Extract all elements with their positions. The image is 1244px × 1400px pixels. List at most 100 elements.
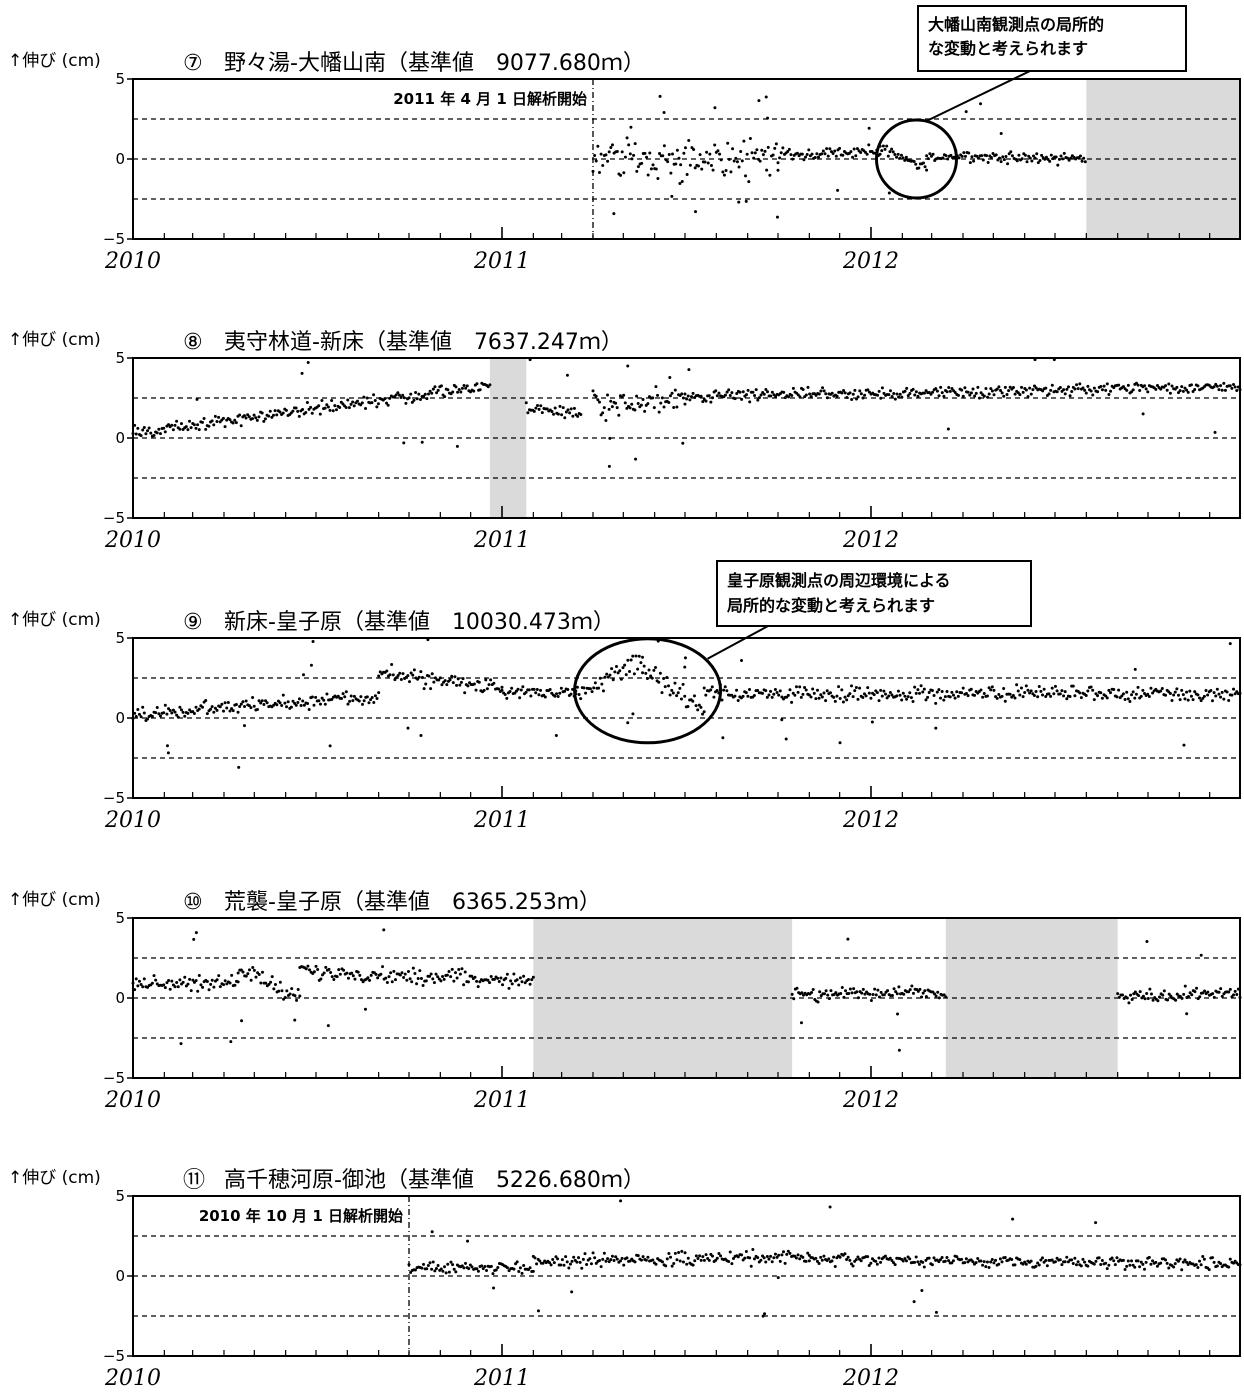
- data-point: [318, 702, 322, 706]
- data-point: [1107, 688, 1111, 692]
- data-point: [683, 1251, 687, 1255]
- data-point: [1083, 388, 1087, 392]
- data-point: [1206, 990, 1210, 994]
- data-point: [922, 1265, 926, 1269]
- data-point: [827, 1257, 831, 1261]
- data-point: [820, 1258, 824, 1262]
- data-point: [680, 1249, 684, 1253]
- data-point: [924, 1258, 928, 1262]
- data-point: [605, 672, 609, 676]
- data-point: [255, 707, 259, 711]
- data-point: [362, 699, 366, 703]
- data-point: [807, 1253, 811, 1257]
- data-point: [632, 672, 636, 676]
- data-point: [903, 389, 907, 393]
- data-point: [553, 694, 557, 698]
- data-point: [859, 1259, 863, 1263]
- data-point: [790, 393, 794, 397]
- data-point: [664, 1264, 668, 1268]
- data-point: [1037, 684, 1041, 688]
- data-point: [168, 709, 172, 713]
- outlier-point: [382, 928, 386, 932]
- data-point: [364, 406, 368, 410]
- data-point: [1121, 692, 1125, 696]
- data-point: [406, 969, 410, 973]
- data-point: [735, 160, 739, 164]
- data-point: [1092, 698, 1096, 702]
- outlier-point: [838, 741, 842, 745]
- data-point: [392, 969, 396, 973]
- data-point: [987, 686, 991, 690]
- data-point: [935, 690, 939, 694]
- data-point: [989, 387, 993, 391]
- data-point: [341, 692, 345, 696]
- data-point: [702, 710, 706, 714]
- data-point: [1109, 389, 1113, 393]
- data-point: [663, 685, 667, 689]
- outlier-point: [780, 718, 784, 722]
- data-point: [746, 694, 750, 698]
- data-point: [1086, 689, 1090, 693]
- data-point: [1217, 388, 1221, 392]
- outlier-point: [764, 95, 768, 99]
- data-point: [721, 170, 725, 174]
- data-point: [136, 708, 140, 712]
- data-point: [800, 152, 804, 156]
- outlier-point: [999, 132, 1003, 136]
- data-point: [1071, 1261, 1075, 1265]
- data-point: [804, 688, 808, 692]
- data-point: [589, 1262, 593, 1266]
- data-point: [1174, 998, 1178, 1002]
- data-point: [320, 696, 324, 700]
- data-point: [460, 967, 464, 971]
- data-point: [793, 693, 797, 697]
- data-point: [910, 984, 914, 988]
- data-point: [1065, 387, 1069, 391]
- data-point: [1008, 692, 1012, 696]
- outlier-point: [240, 1019, 244, 1023]
- data-point: [814, 1256, 818, 1260]
- data-point: [446, 1262, 450, 1266]
- outlier-point: [799, 1021, 803, 1025]
- data-point: [1089, 685, 1093, 689]
- data-point: [252, 704, 256, 708]
- data-point: [737, 165, 741, 169]
- data-point: [1188, 991, 1192, 995]
- data-point: [647, 668, 651, 672]
- data-point: [691, 1263, 695, 1267]
- data-point: [1164, 693, 1168, 697]
- data-point: [1042, 687, 1046, 691]
- data-point: [451, 390, 455, 394]
- data-point: [615, 150, 619, 154]
- data-point: [430, 672, 434, 676]
- data-point: [1185, 690, 1189, 694]
- data-point: [275, 413, 279, 417]
- data-point: [448, 678, 452, 682]
- data-point: [395, 676, 399, 680]
- data-point: [601, 411, 605, 415]
- data-point: [693, 166, 697, 170]
- data-point: [385, 401, 389, 405]
- data-point: [1168, 691, 1172, 695]
- data-point: [714, 1258, 718, 1262]
- data-point: [722, 688, 726, 692]
- data-point: [239, 702, 243, 706]
- data-point: [252, 968, 256, 972]
- data-point: [950, 1261, 954, 1265]
- data-point: [670, 1264, 674, 1268]
- data-point: [1007, 389, 1011, 393]
- data-point: [963, 386, 967, 390]
- data-point: [703, 160, 707, 164]
- data-point: [912, 160, 916, 164]
- data-point: [675, 405, 679, 409]
- data-point: [869, 998, 873, 1002]
- data-point: [672, 406, 676, 410]
- data-point: [278, 410, 282, 414]
- data-point: [694, 1254, 698, 1258]
- data-point: [213, 414, 217, 418]
- data-point: [1222, 697, 1226, 701]
- data-point: [604, 418, 608, 422]
- data-point: [141, 428, 145, 432]
- data-point: [465, 384, 469, 388]
- data-point: [356, 970, 360, 974]
